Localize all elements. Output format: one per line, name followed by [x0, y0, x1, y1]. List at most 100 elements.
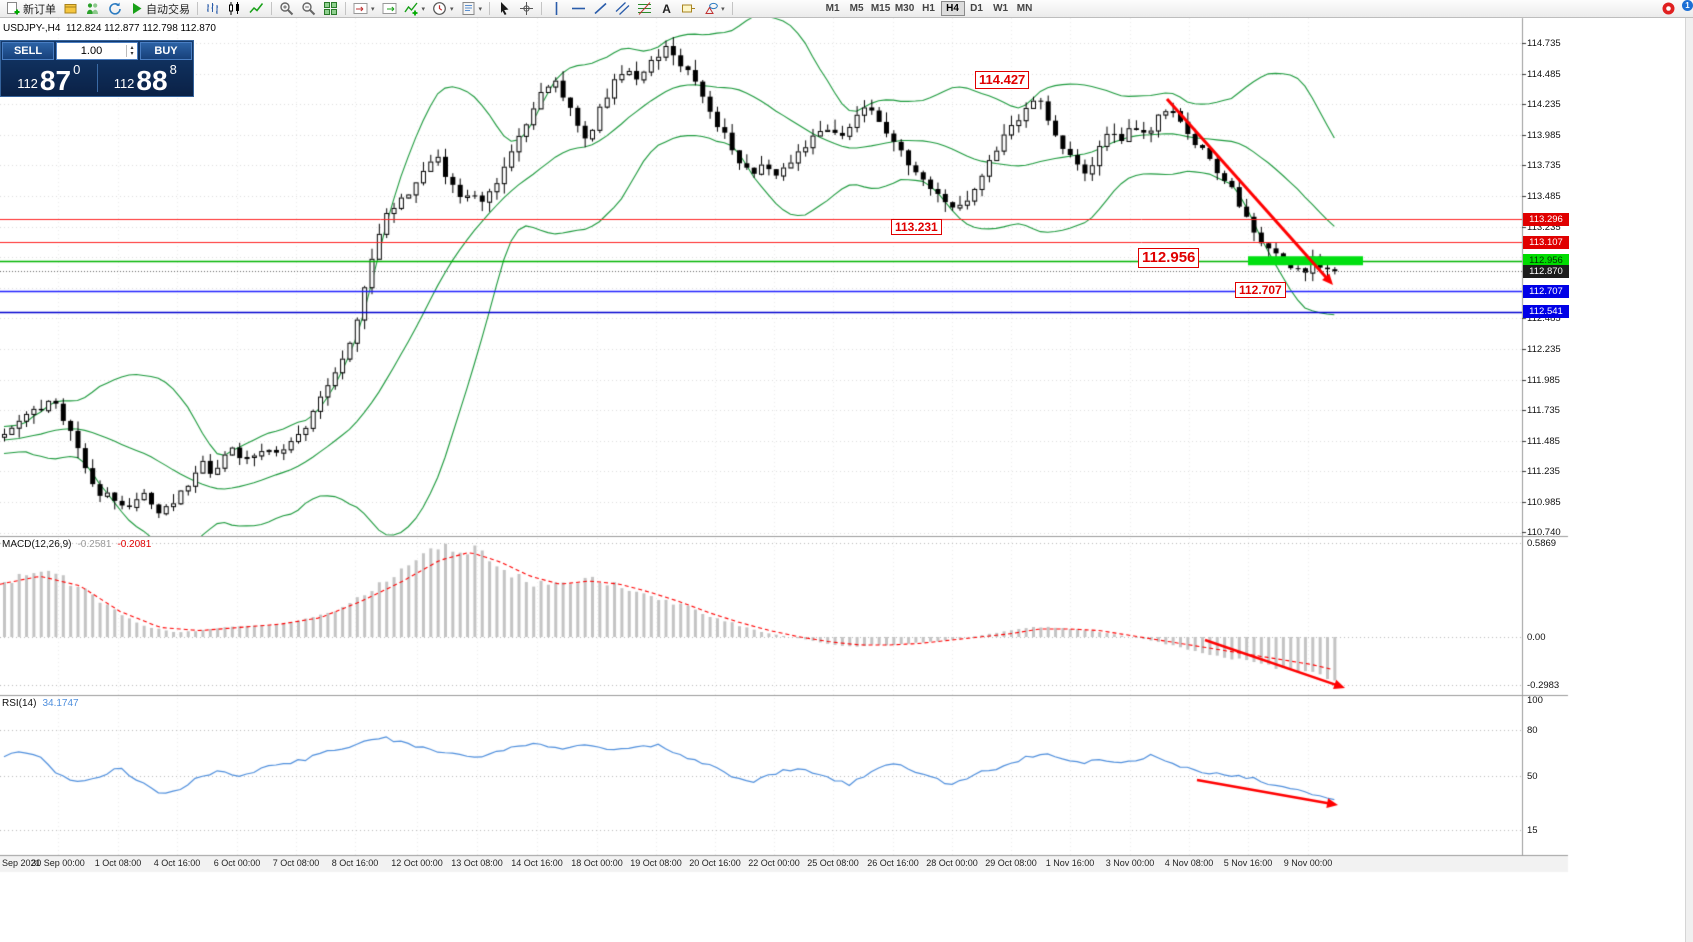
template-icon [461, 1, 476, 16]
lot-size-field[interactable]: 1.00 ▴ ▾ [56, 42, 138, 60]
record-icon[interactable] [1659, 1, 1678, 17]
chart-arrow-icon [353, 1, 368, 16]
toolbar-trendline-button[interactable] [590, 1, 611, 17]
line-icon [249, 1, 264, 16]
buy-price-big: 88 [136, 65, 168, 97]
timeframe-d1-button[interactable]: D1 [970, 3, 983, 14]
toolbar-cursor-button[interactable] [494, 1, 515, 17]
notification-badge[interactable]: 1 [1682, 0, 1693, 11]
toolbar-chart-shift-button[interactable] [379, 1, 400, 17]
shapes-icon [703, 1, 718, 16]
cursor-icon [497, 1, 512, 16]
toolbar-vertical-line-button[interactable] [546, 1, 567, 17]
toolbar-tile-windows-button[interactable] [320, 1, 341, 17]
toolbar-new-order-button[interactable]: 新订单 [3, 1, 59, 17]
trend-icon [593, 1, 608, 16]
lot-spinner: ▴ ▾ [126, 45, 137, 57]
tile-icon [323, 1, 338, 16]
market-icon [63, 1, 78, 16]
buy-button[interactable]: BUY [140, 42, 192, 60]
buy-price[interactable]: 112 88 8 [98, 61, 194, 95]
price-callout[interactable]: 114.427 [975, 71, 1030, 89]
toolbar-fibonacci-button[interactable] [634, 1, 655, 17]
label-icon [681, 1, 696, 16]
timeframe-h1-button[interactable]: H1 [922, 3, 935, 14]
toolbar-equidistant-channel-button[interactable] [612, 1, 633, 17]
toolbar-zoom-out-button[interactable] [298, 1, 319, 17]
price-divider [96, 64, 98, 92]
timeframe-m5-button[interactable]: M5 [849, 3, 864, 14]
zoom-out-icon [301, 1, 316, 16]
main-toolbar: 新订单 自动交易 ▾ ▾ ▾ ▾ A ▾ M1 M5 M15 M30 H1 H4 D1 W1 MN [0, 0, 1693, 18]
timeframe-m30-button[interactable]: M30 [894, 3, 915, 14]
sell-price[interactable]: 112 87 0 [1, 61, 97, 95]
lot-increase-button[interactable]: ▴ [130, 45, 134, 51]
chevron-down-icon[interactable]: ▾ [421, 5, 426, 13]
toolbar-zoom-in-button[interactable] [276, 1, 297, 17]
toolbar-text-label-button[interactable] [678, 1, 699, 17]
toolbar-contacts-button[interactable] [82, 1, 103, 17]
chevron-down-icon[interactable]: ▾ [478, 5, 483, 13]
sell-price-big: 87 [39, 65, 72, 97]
contacts-icon [85, 1, 100, 16]
timeframe-m1-button[interactable]: M1 [825, 3, 840, 14]
toolbar-auto-trading-button[interactable]: 自动交易 [126, 1, 193, 17]
toolbar-separator [541, 2, 543, 15]
crosshair-icon [519, 1, 534, 16]
buy-price-sup: 8 [169, 62, 177, 77]
toolbar-auto-scroll-button[interactable]: ▾ [350, 1, 378, 17]
vline-icon [549, 1, 564, 16]
scrollbar[interactable] [1685, 0, 1693, 942]
toolbar-separator [489, 2, 491, 15]
toolbar-separator [345, 2, 346, 15]
toolbar-refresh-button[interactable] [104, 1, 125, 17]
toolbar-templates-button[interactable]: ▾ [458, 1, 486, 17]
toolbar-indicators-button[interactable]: ▾ [401, 1, 429, 17]
fibo-icon [637, 1, 652, 16]
sell-button[interactable]: SELL [2, 42, 54, 60]
toolbar-right [1659, 1, 1690, 17]
timeframe-mn-button[interactable]: MN [1016, 3, 1033, 14]
indicator-add-icon [403, 1, 419, 16]
refresh-icon [107, 1, 122, 16]
toolbar-chart-candles-button[interactable] [224, 1, 245, 17]
clock-icon [432, 1, 447, 16]
chevron-down-icon[interactable]: ▾ [450, 5, 454, 13]
timeframe-m15-button[interactable]: M15 [870, 3, 891, 14]
new-order-icon [6, 1, 21, 16]
toolbar-chart-bars-button[interactable] [202, 1, 223, 17]
toolbar-separator [197, 2, 198, 15]
toolbar-separator [271, 2, 272, 15]
timeframe-w1-button[interactable]: W1 [993, 3, 1009, 14]
toolbar-periods-button[interactable]: ▾ [429, 1, 457, 17]
chart-shift-icon [382, 1, 397, 16]
price-callout[interactable]: 112.707 [1235, 282, 1286, 299]
toolbar-horizontal-line-button[interactable] [568, 1, 589, 17]
hline-icon [571, 1, 586, 16]
channel-icon [615, 1, 630, 16]
timeframe-h4-button[interactable]: H4 [940, 1, 965, 16]
price-callout[interactable]: 113.231 [891, 219, 942, 236]
zoom-in-icon [279, 1, 294, 16]
sell-price-sup: 0 [73, 62, 81, 77]
toolbar-crosshair-button[interactable] [516, 1, 537, 17]
toolbar-arrows-shapes-button[interactable]: ▾ [700, 1, 728, 17]
svg-text:A: A [662, 2, 671, 16]
toolbar-separator [731, 2, 733, 15]
toolbar-market-watch-button[interactable] [60, 1, 81, 17]
lot-size-value[interactable]: 1.00 [80, 45, 103, 57]
price-callout[interactable]: 112.956 [1138, 248, 1200, 268]
one-click-trading-panel: SELL 1.00 ▴ ▾ BUY 112 87 0 112 88 8 [0, 40, 194, 97]
toolbar-chart-line-button[interactable] [246, 1, 267, 17]
sell-price-small: 112 [17, 76, 38, 91]
buy-price-small: 112 [113, 76, 135, 91]
play-icon [129, 1, 144, 16]
toolbar-text-button[interactable]: A [656, 1, 677, 17]
candles-icon [227, 1, 242, 16]
lot-decrease-button[interactable]: ▾ [130, 51, 134, 57]
chevron-down-icon[interactable]: ▾ [721, 5, 725, 13]
chevron-down-icon[interactable]: ▾ [371, 5, 375, 13]
toolbar-new-order-label: 新订单 [23, 3, 56, 16]
